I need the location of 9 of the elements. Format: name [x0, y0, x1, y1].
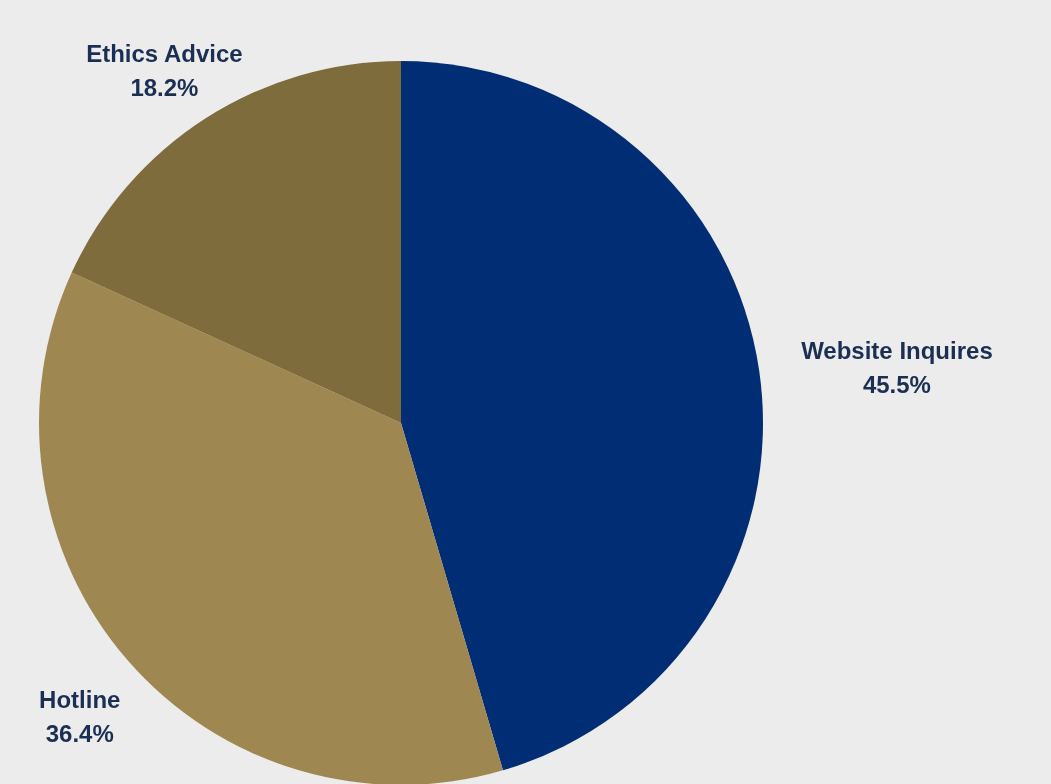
slice-label: Hotline [39, 686, 121, 714]
slice-label: Website Inquires [801, 336, 993, 364]
slice-label: Ethics Advice [86, 39, 243, 67]
data-label: 36.4% [45, 720, 114, 748]
data-label: 18.2% [130, 73, 199, 101]
pie-slice [39, 272, 503, 784]
data-label: 45.5% [862, 370, 931, 398]
pie-slice [71, 61, 401, 423]
pie-slice [401, 61, 763, 771]
